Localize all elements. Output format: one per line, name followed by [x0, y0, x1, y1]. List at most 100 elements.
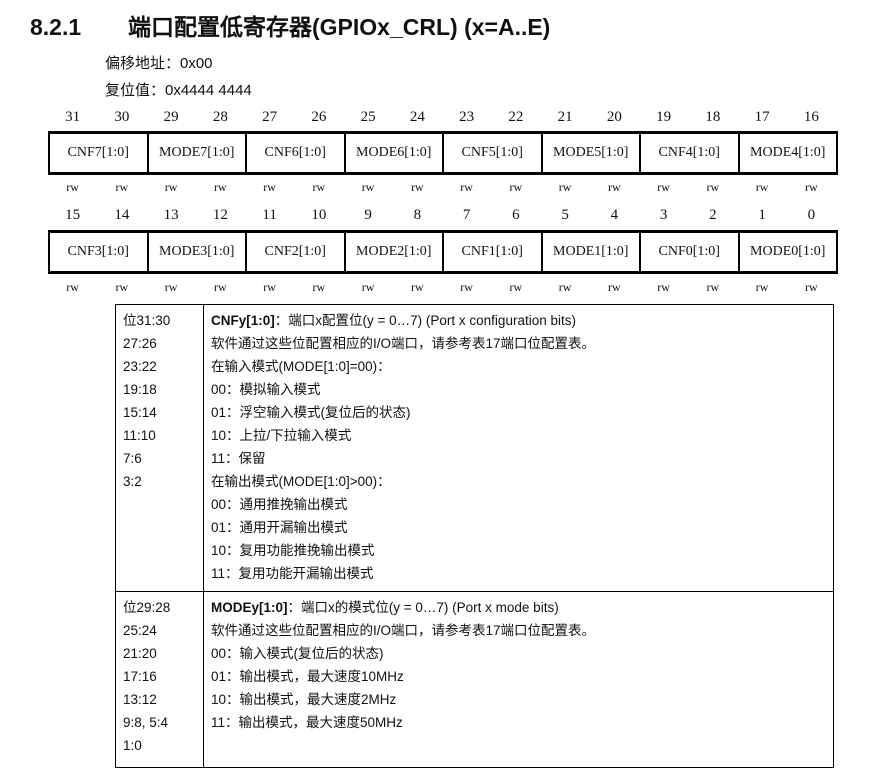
- description-line: 在输出模式(MODE[1:0]>00)：: [211, 474, 391, 489]
- bit-range: 3:2: [123, 474, 142, 489]
- bit-number: 7: [462, 207, 471, 223]
- access-type: rw: [558, 280, 572, 294]
- access-type: rw: [509, 180, 523, 194]
- bit-range: 21:20: [123, 646, 157, 661]
- access-row-low: rw rw rw rw rw rw rw rw rw rw rw rw rw rw rw rw: [48, 280, 836, 295]
- bit-number: 25: [360, 109, 376, 125]
- bit-number: 5: [561, 207, 569, 223]
- access-type: rw: [361, 280, 375, 294]
- register-field: CNF0[1:0]: [641, 233, 740, 271]
- access-type: rw: [312, 280, 326, 294]
- description-line: 软件通过这些位配置相应的I/O端口，请参考表17端口位配置表。: [211, 623, 596, 638]
- bit-numbers-low: 15 14 13 12 11 10 9 8 7 6 5 4 3 2 1 0: [48, 207, 836, 224]
- bit-number: 21: [557, 109, 573, 125]
- bit-number: 28: [212, 109, 228, 125]
- access-type: rw: [755, 280, 769, 294]
- access-type: rw: [66, 280, 79, 294]
- description-line: 10：复用功能推挽输出模式: [211, 543, 375, 558]
- access-type: rw: [361, 180, 375, 194]
- register-field: MODE5[1:0]: [543, 134, 641, 172]
- section-number: 8.2.1: [30, 14, 82, 40]
- access-type: rw: [411, 180, 424, 194]
- register-field: MODE6[1:0]: [346, 134, 444, 172]
- access-type: rw: [608, 280, 621, 294]
- field-summary: CNFy[1:0]：端口x配置位(y = 0…7) (Port x config…: [211, 309, 825, 332]
- description-cell: CNFy[1:0]：端口x配置位(y = 0…7) (Port x config…: [203, 304, 834, 592]
- field-name: CNFy[1:0]: [211, 313, 275, 328]
- bit-number: 19: [656, 109, 672, 125]
- register-field: MODE1[1:0]: [543, 233, 641, 271]
- bit-range: 7:6: [123, 451, 142, 466]
- bit-number: 23: [459, 109, 475, 125]
- bit-number: 6: [512, 207, 520, 223]
- description-line: 10：上拉/下拉输入模式: [211, 428, 352, 443]
- description-row-cnf: 位31:30 27:26 23:22 19:18 15:14 11:10 7:6 3:2 CN…: [115, 304, 834, 592]
- access-type: rw: [214, 180, 227, 194]
- bit-number: 20: [606, 109, 622, 125]
- bit-range-cell: 位29:28 25:24 21:20 17:16 13:12 9:8, 5:4 1:0: [115, 591, 204, 768]
- register-field: CNF1[1:0]: [444, 233, 543, 271]
- bit-number: 3: [659, 207, 668, 223]
- bit-number: 4: [610, 207, 619, 223]
- bit-number: 9: [364, 207, 372, 223]
- bit-numbers-high: 31 30 29 28 27 26 25 24 23 22 21 20 19 18 17 16: [48, 109, 836, 126]
- register-field: MODE0[1:0]: [750, 244, 826, 259]
- access-type: rw: [460, 280, 473, 294]
- bit-number: 16: [803, 109, 819, 125]
- register-field: MODE2[1:0]: [346, 233, 444, 271]
- field-summary-text: ：端口x的模式位(y = 0…7) (Port x mode bits): [287, 600, 559, 615]
- bit-range: 13:12: [123, 692, 157, 707]
- description-line: 01：输出模式，最大速度10MHz: [211, 669, 404, 684]
- access-type: rw: [312, 180, 326, 194]
- access-type: rw: [608, 180, 621, 194]
- bit-number: 0: [807, 207, 816, 223]
- bit-number: 10: [311, 207, 327, 223]
- bit-range: 位29:28: [123, 600, 171, 615]
- description-line: 11：复用功能开漏输出模式: [211, 566, 374, 581]
- access-type: rw: [460, 180, 473, 194]
- description-line: 00：输入模式(复位后的状态): [211, 646, 384, 661]
- section-heading: 8.2.1 端口配置低寄存器(GPIOx_CRL) (x=A..E): [30, 8, 550, 42]
- offset-address: 偏移地址：0x00: [105, 55, 213, 72]
- description-line: 11：输出模式，最大速度50MHz: [211, 715, 403, 730]
- access-type: rw: [706, 180, 720, 194]
- bit-range: 27:26: [123, 336, 157, 351]
- bit-number: 14: [114, 207, 130, 223]
- section-title: 端口配置低寄存器(GPIOx_CRL) (x=A..E): [128, 14, 551, 40]
- access-type: rw: [164, 280, 178, 294]
- bit-number: 2: [709, 207, 717, 223]
- field-name: MODEy[1:0]: [211, 600, 288, 615]
- register-field: CNF7[1:0]: [50, 134, 149, 172]
- access-type: rw: [657, 180, 670, 194]
- register-field: MODE7[1:0]: [149, 134, 247, 172]
- bit-range: 25:24: [123, 623, 157, 638]
- register-field: MODE3[1:0]: [149, 233, 247, 271]
- bit-range: 位31:30: [123, 313, 171, 328]
- bit-number: 18: [705, 109, 721, 125]
- register-field: CNF6[1:0]: [247, 134, 346, 172]
- bit-range: 19:18: [123, 382, 157, 397]
- bit-number: 1: [758, 207, 766, 223]
- description-row-mode: 位29:28 25:24 21:20 17:16 13:12 9:8, 5:4 1:0 MO…: [115, 591, 834, 768]
- reset-value: 复位值：0x4444 4444: [105, 82, 252, 99]
- description-line: 01：浮空输入模式(复位后的状态): [211, 405, 411, 420]
- bit-range: 11:10: [123, 428, 156, 443]
- bit-number: 13: [163, 207, 179, 223]
- bit-number: 29: [163, 109, 179, 125]
- register-field: CNF5[1:0]: [444, 134, 543, 172]
- access-type: rw: [115, 280, 129, 294]
- description-line: 在输入模式(MODE[1:0]=00)：: [211, 359, 391, 374]
- description-line: 软件通过这些位配置相应的I/O端口，请参考表17端口位配置表。: [211, 336, 596, 351]
- bit-number: 17: [754, 109, 770, 125]
- register-field: CNF2[1:0]: [247, 233, 346, 271]
- access-type: rw: [558, 180, 572, 194]
- access-type: rw: [263, 280, 276, 294]
- access-type: rw: [509, 280, 523, 294]
- access-type: rw: [706, 280, 720, 294]
- field-summary-text: ：端口x配置位(y = 0…7) (Port x configuration b…: [274, 313, 576, 328]
- access-type: rw: [164, 180, 178, 194]
- bit-range: 17:16: [123, 669, 157, 684]
- bit-number: 24: [409, 109, 425, 125]
- description-cell: MODEy[1:0]：端口x的模式位(y = 0…7) (Port x mode…: [203, 591, 834, 768]
- bit-number: 15: [65, 207, 81, 223]
